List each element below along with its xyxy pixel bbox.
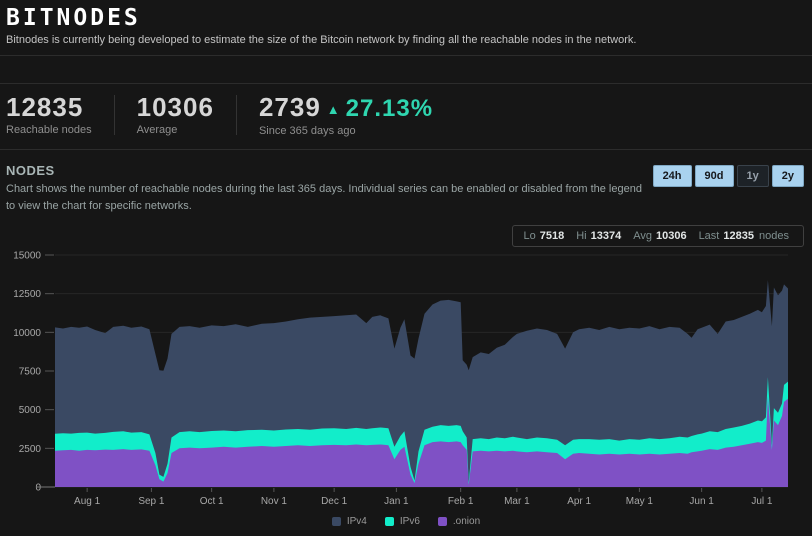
range-button-1y[interactable]: 1y [736,165,769,188]
y-axis-label: 15000 [13,251,41,262]
x-axis-label: Apr 1 [567,496,591,507]
nodes-area-chart[interactable]: 0 2500 5000 7500 10000 12500 15000 Aug 1 Sep 1 Oc… [0,249,812,509]
stat-average: 10306 Average [137,93,236,137]
range-button-24h[interactable]: 24h [652,165,692,188]
page-header: BITNODES Bitnodes is currently being dev… [0,0,812,46]
x-axis-label: Jul 1 [751,496,773,507]
x-axis-label: Sep 1 [138,496,165,507]
nodes-section-text: NODES Chart shows the number of reachabl… [6,163,653,215]
x-axis-label: Aug 1 [74,496,101,507]
chart-legend: IPv4 IPv6 .onion [0,514,812,527]
x-axis-label: Oct 1 [200,496,224,507]
y-axis-label: 0 [35,483,41,494]
reachable-nodes-value: 12835 [6,92,84,123]
x-axis-label: Mar 1 [504,496,530,507]
time-range-group: 24h 90d 1y 2y [652,165,804,188]
onion-area [55,397,788,488]
y-axis-label: 12500 [13,290,41,301]
summary-last: Last 12835 nodes [698,230,789,243]
summary-row: Lo 7518 Hi 13374 Avg 10306 Last 12835 nodes [0,215,812,249]
y-axis-label: 10000 [13,328,41,339]
range-button-90d[interactable]: 90d [694,165,734,188]
summary-avg: Avg 10306 [633,230,687,243]
x-axis-label: Dec 1 [321,496,348,507]
stats-row: 12835 Reachable nodes 10306 Average 2739… [0,84,812,151]
bitnodes-logo[interactable]: BITNODES [6,5,141,31]
delta-label: Since 365 days ago [258,125,356,138]
ipv6-swatch-icon [384,517,394,527]
section-description: Chart shows the number of reachable node… [6,183,642,213]
onion-swatch-icon [437,517,447,527]
legend-label-onion: .onion [452,516,481,528]
legend-item-ipv4[interactable]: IPv4 [331,516,367,528]
site-tagline: Bitnodes is currently being developed to… [6,34,637,47]
stat-divider [235,95,237,136]
x-axis-label: Nov 1 [261,496,288,507]
nav-band [0,55,812,85]
y-axis-label: 2500 [19,444,42,455]
x-axis-label: Feb 1 [448,496,474,507]
x-axis-label: Jun 1 [689,496,714,507]
legend-label-ipv6: IPv6 [399,516,420,528]
summary-pill: Lo 7518 Hi 13374 Avg 10306 Last 12835 nodes [512,225,804,248]
x-axis-label: May 1 [626,496,654,507]
section-title: NODES [6,163,55,179]
ipv4-swatch-icon [331,517,341,527]
up-arrow-icon: ▲ [326,102,340,118]
range-button-2y[interactable]: 2y [771,165,804,188]
legend-item-onion[interactable]: .onion [437,516,481,528]
nodes-chart: 0 2500 5000 7500 10000 12500 15000 Aug 1 Sep 1 Oc… [0,249,812,527]
stat-delta: 2739 ▲ 27.13% Since 365 days ago [259,93,455,137]
x-axis-label: Jan 1 [384,496,409,507]
y-axis-label: 7500 [19,367,42,378]
average-label: Average [136,123,178,136]
legend-item-ipv6[interactable]: IPv6 [384,516,420,528]
summary-hi: Hi 13374 [576,230,622,243]
nodes-section-header: NODES Chart shows the number of reachabl… [0,150,812,215]
legend-label-ipv4: IPv4 [346,516,367,528]
delta-value: 2739 [258,92,321,123]
stat-divider [113,95,115,136]
average-value: 10306 [136,92,214,123]
delta-percent: 27.13% [345,95,434,123]
y-axis-label: 5000 [19,406,42,417]
summary-lo: Lo 7518 [523,230,565,243]
stat-reachable-nodes: 12835 Reachable nodes [6,93,114,137]
reachable-nodes-label: Reachable nodes [6,123,92,136]
